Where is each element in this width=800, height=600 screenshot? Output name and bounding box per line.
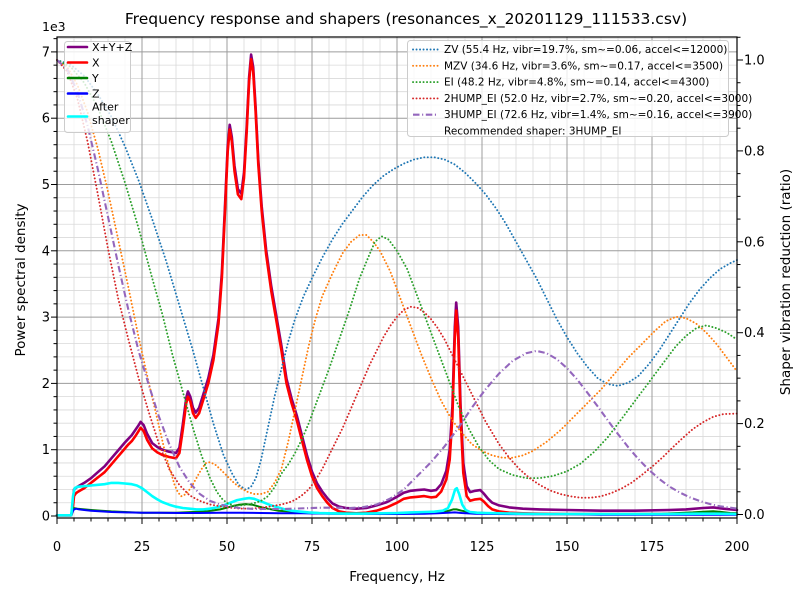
svg-text:1.0: 1.0 xyxy=(744,54,765,69)
series-X xyxy=(55,57,739,517)
legend-label: After xyxy=(92,101,119,114)
legend-label: ZV (55.4 Hz, vibr=19.7%, sm~=0.06, accel… xyxy=(444,44,727,56)
svg-text:0.6: 0.6 xyxy=(744,235,765,250)
svg-text:50: 50 xyxy=(219,540,236,555)
svg-text:5: 5 xyxy=(42,178,50,193)
svg-text:125: 125 xyxy=(470,540,495,555)
svg-text:150: 150 xyxy=(555,540,580,555)
grid-minor xyxy=(57,37,737,518)
axis-ticks xyxy=(51,36,743,524)
y-axis-right-label: Shaper vibration reduction (ratio) xyxy=(778,168,794,396)
series-EI xyxy=(56,59,738,507)
svg-text:1: 1 xyxy=(42,443,50,458)
y-left-tick-labels: 0 1 2 3 4 5 6 7 xyxy=(42,45,50,524)
svg-text:6: 6 xyxy=(42,112,50,127)
legend-note: Recommended shaper: 3HUMP_EI xyxy=(444,126,622,138)
svg-text:100: 100 xyxy=(385,540,410,555)
svg-text:25: 25 xyxy=(134,540,151,555)
svg-text:3: 3 xyxy=(42,311,50,326)
legend-label: MZV (34.6 Hz, vibr=3.6%, sm~=0.17, accel… xyxy=(444,60,723,72)
svg-text:75: 75 xyxy=(304,540,321,555)
x-tick-labels: 0 25 50 75 100 125 150 175 200 xyxy=(53,540,750,555)
svg-text:2: 2 xyxy=(42,377,50,392)
legend-label: X+Y+Z xyxy=(92,41,133,54)
series-After shaper xyxy=(55,481,739,517)
grid-major xyxy=(57,37,737,518)
series-group xyxy=(55,53,739,517)
series-3HUMP_EI xyxy=(56,59,738,511)
svg-text:0.0: 0.0 xyxy=(744,508,765,523)
svg-text:0.8: 0.8 xyxy=(744,144,765,159)
legend-shapers: ZV (55.4 Hz, vibr=19.7%, sm~=0.06, accel… xyxy=(407,40,752,138)
y-right-tick-labels: 0.0 0.2 0.4 0.6 0.8 1.0 xyxy=(744,54,765,524)
legend-label: EI (48.2 Hz, vibr=4.8%, sm~=0.14, accel<… xyxy=(444,77,709,89)
svg-text:4: 4 xyxy=(42,244,50,259)
svg-text:0: 0 xyxy=(42,510,50,525)
x-axis-label: Frequency, Hz xyxy=(349,569,445,585)
legend-label: Z xyxy=(92,88,100,101)
legend-label: 3HUMP_EI (72.6 Hz, vibr=1.4%, sm~=0.16, … xyxy=(444,109,752,121)
series-MZV xyxy=(56,59,738,498)
legend-label: shaper xyxy=(92,114,130,127)
y-axis-offset-text: 1e3 xyxy=(42,19,66,34)
svg-text:0.2: 0.2 xyxy=(744,417,765,432)
series-2HUMP_EI xyxy=(56,59,738,510)
svg-text:7: 7 xyxy=(42,45,50,60)
y-axis-left-label: Power spectral density xyxy=(13,203,29,357)
legend-label: Y xyxy=(91,72,99,85)
svg-text:175: 175 xyxy=(640,540,665,555)
svg-text:0.4: 0.4 xyxy=(744,326,765,341)
svg-text:200: 200 xyxy=(725,540,750,555)
legend-label: X xyxy=(92,57,100,70)
legend-label: 2HUMP_EI (52.0 Hz, vibr=2.7%, sm~=0.20, … xyxy=(444,93,752,105)
chart-title: Frequency response and shapers (resonanc… xyxy=(124,10,688,28)
svg-text:0: 0 xyxy=(53,540,61,555)
